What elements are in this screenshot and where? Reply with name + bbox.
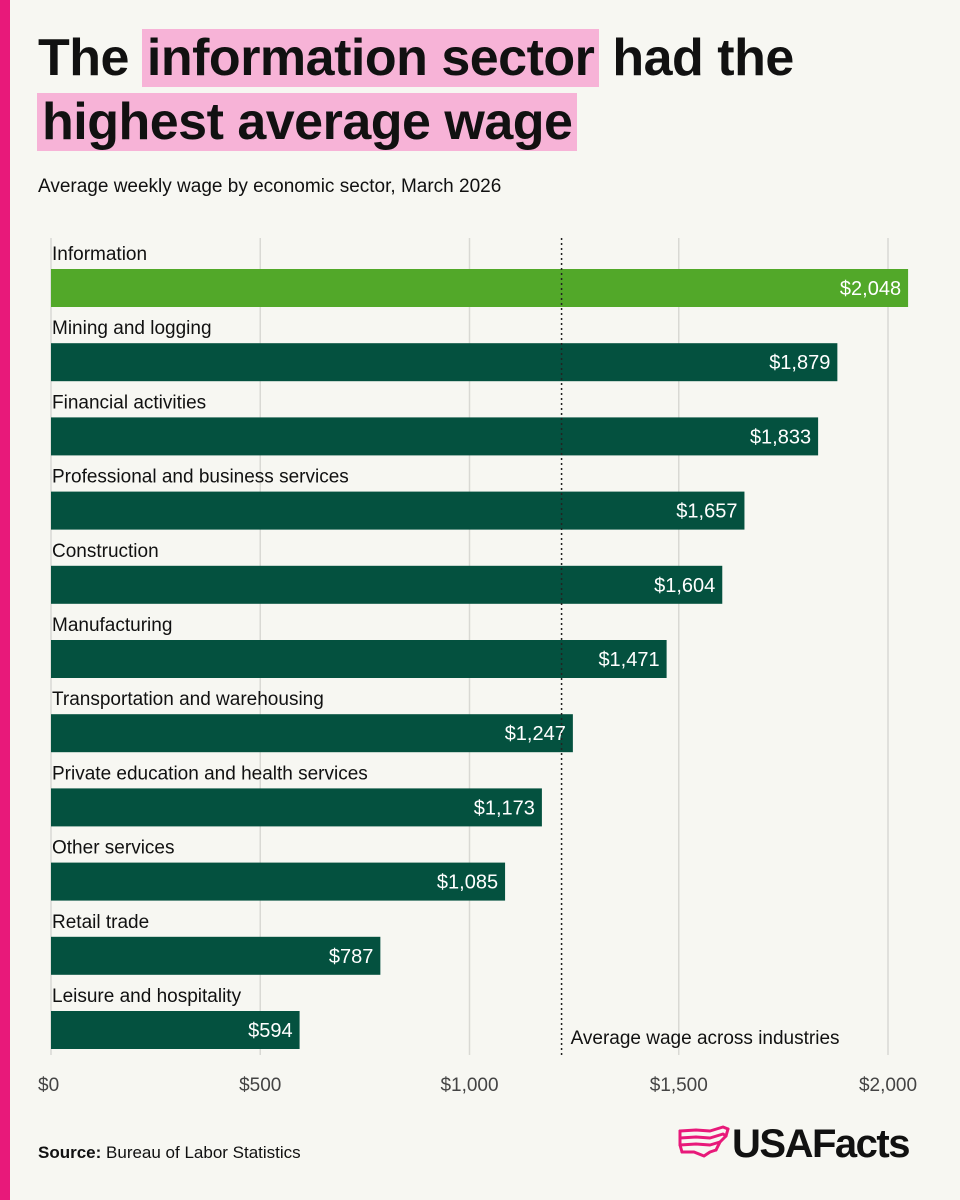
x-tick-label: $1,000 <box>440 1075 498 1096</box>
bar-chart: Information $2,048 Mining and logging $1,87… <box>38 238 917 1096</box>
bar-value-label: $1,833 <box>750 426 811 448</box>
category-label: Leisure and hospitality <box>52 986 242 1007</box>
category-label: Construction <box>52 541 159 562</box>
bar-value-label: $594 <box>248 1020 293 1042</box>
brand-name: USAFacts <box>732 1122 910 1166</box>
category-label: Other services <box>52 838 174 859</box>
bar-value-label: $1,879 <box>769 352 830 374</box>
category-label: Private education and health services <box>52 763 368 784</box>
bar-value-label: $1,471 <box>598 649 659 671</box>
bar-value-label: $2,048 <box>840 278 901 300</box>
bar-value-label: $1,085 <box>437 872 498 894</box>
x-tick-label: $1,500 <box>650 1075 708 1096</box>
bar-value-label: $1,604 <box>654 575 715 597</box>
chart-title: The information sector had the highest av… <box>37 26 938 154</box>
bar <box>51 269 909 307</box>
bar-value-label: $1,657 <box>676 501 737 523</box>
category-label: Retail trade <box>52 912 149 933</box>
bar <box>51 565 723 604</box>
bar <box>51 343 838 382</box>
bar-value-label: $787 <box>329 946 374 968</box>
bar-value-label: $1,173 <box>474 797 535 819</box>
bar-value-label: $1,247 <box>505 723 566 745</box>
bar <box>51 936 381 975</box>
reference-line-group: Average wage across industries <box>560 238 840 1055</box>
title-highlight-2: highest average wage <box>37 93 578 151</box>
category-label: Information <box>52 244 147 265</box>
x-axis: $0 $500 $1,000 $1,500 $2,000 <box>38 1075 917 1096</box>
bar <box>51 862 506 901</box>
bar <box>51 788 542 827</box>
x-tick-label: $0 <box>38 1075 59 1096</box>
category-label: Financial activities <box>52 392 206 413</box>
accent-stripe <box>0 0 10 1200</box>
reference-line-label: Average wage across industries <box>571 1028 840 1049</box>
bar <box>51 491 745 530</box>
source-label: Source: <box>38 1143 102 1162</box>
title-part-1: The <box>38 29 143 87</box>
category-label: Transportation and warehousing <box>52 689 324 710</box>
x-tick-label: $500 <box>239 1075 281 1096</box>
category-label: Professional and business services <box>52 467 349 488</box>
bar <box>51 714 573 753</box>
chart-subtitle: Average weekly wage by economic sector, … <box>38 176 502 197</box>
title-highlight-1: information sector <box>141 29 600 87</box>
category-label: Mining and logging <box>52 318 212 339</box>
bar <box>51 640 667 678</box>
category-label: Manufacturing <box>52 615 172 636</box>
bar <box>51 417 819 456</box>
bars: Information $2,048 Mining and logging $1,87… <box>51 244 909 1049</box>
bar <box>51 1011 300 1049</box>
source-text: Bureau of Labor Statistics <box>101 1143 301 1162</box>
brand-logo: USAFacts <box>676 1122 910 1167</box>
title-part-2: had the <box>598 29 794 87</box>
source-note: Source: Bureau of Labor Statistics <box>38 1143 301 1163</box>
x-tick-label: $2,000 <box>859 1075 917 1096</box>
usa-map-icon <box>676 1122 732 1167</box>
